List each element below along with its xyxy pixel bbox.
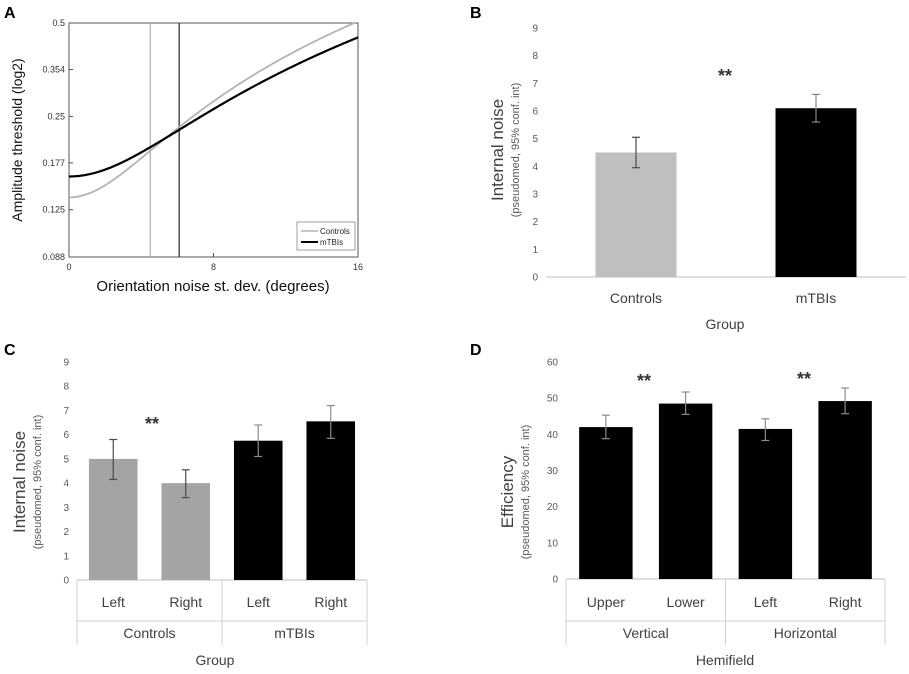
y-tick-label: 4 — [532, 162, 538, 173]
panel-d: D 0 10 20 30 40 50 60 Upper Lower Left Right Vertic… — [470, 342, 886, 668]
panel-c-xlabel: Group — [196, 652, 235, 668]
y-tick-label: 4 — [63, 479, 69, 490]
y-tick-label: 0.354 — [42, 65, 65, 75]
bar — [818, 401, 872, 579]
panel-b-significance: ** — [718, 66, 732, 86]
panel-b: B 0 1 2 3 4 5 6 7 8 9 Controls mTBIs ** Group Inter… — [470, 5, 906, 332]
category-label: Right — [829, 594, 862, 610]
y-tick-label: 50 — [547, 394, 559, 405]
panel-b-ylabel: Internal noise — [488, 99, 507, 201]
y-tick-label: 6 — [63, 430, 69, 441]
panel-c-ylabel: Internal noise — [10, 431, 29, 533]
bar — [595, 152, 677, 277]
category-label: Lower — [667, 594, 705, 610]
y-tick-label: 7 — [532, 79, 538, 90]
bar — [306, 421, 356, 580]
panel-c-letter: C — [4, 342, 16, 359]
x-tick-label: 8 — [211, 262, 216, 272]
y-tick-label: 0.088 — [42, 252, 65, 262]
panel-a-curves — [69, 22, 359, 199]
category-label: Left — [102, 594, 125, 610]
panel-c-significance: ** — [145, 414, 159, 434]
mtbis-curve — [69, 36, 359, 178]
y-tick-label: 10 — [547, 538, 559, 549]
group-label: mTBIs — [274, 625, 314, 641]
panel-c: C 0 1 2 3 4 5 6 7 8 9 Left Right Left Right Controls mT… — [4, 342, 368, 668]
y-tick-label: 0 — [63, 576, 69, 587]
x-tick-label: 16 — [353, 262, 363, 272]
y-tick-label: 1 — [532, 245, 538, 256]
y-tick-label: 8 — [532, 51, 538, 62]
panel-b-chart: 0 1 2 3 4 5 6 7 8 9 Controls mTBIs — [532, 24, 906, 306]
y-tick-label: 2 — [63, 527, 69, 538]
legend-mtbis-label: mTBIs — [320, 238, 343, 247]
panel-a-x-ticks: 0 8 16 — [66, 253, 363, 272]
panel-d-ylabel: Efficiency — [498, 455, 517, 528]
panel-a-letter: A — [4, 5, 16, 22]
y-tick-label: 8 — [63, 382, 69, 393]
y-tick-label: 2 — [532, 217, 538, 228]
panel-a: A 0.088 0.125 0.177 0.25 0.354 0.5 0 8 16 Contr… — [4, 5, 363, 295]
panel-d-chart: 0 10 20 30 40 50 60 Upper Lower Left Right Vertical… — [547, 358, 886, 645]
category-label: Right — [314, 594, 347, 610]
category-label: Left — [247, 594, 270, 610]
bar — [579, 427, 633, 579]
panel-a-y-ticks: 0.088 0.125 0.177 0.25 0.354 0.5 — [42, 18, 73, 262]
panel-d-significance-horizontal: ** — [797, 369, 811, 389]
legend-box — [296, 221, 356, 251]
y-tick-label: 0 — [532, 273, 538, 284]
panel-a-plot-frame — [68, 22, 359, 258]
y-tick-label: 9 — [532, 24, 538, 35]
panel-c-ylabel-sub: (pseudomed, 95% conf. int) — [32, 415, 44, 550]
category-label: Left — [754, 594, 777, 610]
bar — [775, 108, 857, 277]
y-tick-label: 30 — [547, 466, 559, 477]
bar — [738, 428, 793, 579]
y-tick-label: 40 — [547, 430, 559, 441]
group-label: Controls — [123, 625, 175, 641]
y-tick-label: 7 — [63, 406, 69, 417]
group-label: Horizontal — [774, 625, 837, 641]
y-tick-label: 0.125 — [42, 205, 65, 215]
panel-a-xlabel: Orientation noise st. dev. (degrees) — [96, 278, 329, 295]
y-tick-label: 1 — [63, 551, 69, 562]
y-tick-label: 9 — [63, 358, 69, 369]
bar — [658, 403, 713, 579]
y-tick-label: 20 — [547, 502, 559, 513]
panel-d-letter: D — [470, 342, 482, 359]
category-label: mTBIs — [796, 290, 836, 306]
y-tick-label: 5 — [532, 134, 538, 145]
panel-b-letter: B — [470, 5, 482, 22]
panel-d-xlabel: Hemifield — [696, 652, 754, 668]
panel-d-significance-vertical: ** — [637, 371, 651, 391]
y-tick-label: 0.177 — [42, 158, 65, 168]
y-tick-label: 3 — [63, 503, 69, 514]
panel-d-ylabel-sub: (pseudomed, 95% conf. int) — [520, 425, 532, 560]
category-label: Upper — [587, 594, 625, 610]
y-tick-label: 6 — [532, 107, 538, 118]
panel-a-vlines — [149, 23, 180, 257]
panel-a-ylabel: Amplitude threshold (log2) — [9, 58, 25, 221]
y-tick-label: 0 — [552, 575, 558, 586]
legend-controls-label: Controls — [320, 227, 350, 236]
y-tick-label: 5 — [63, 454, 69, 465]
panel-a-legend: Controls mTBIs — [296, 221, 356, 251]
panel-b-xlabel: Group — [706, 316, 745, 332]
bar — [161, 483, 211, 580]
y-tick-label: 0.5 — [52, 18, 65, 28]
y-tick-label: 60 — [547, 358, 559, 369]
y-tick-label: 3 — [532, 190, 538, 201]
category-label: Right — [169, 594, 202, 610]
bar — [233, 440, 283, 580]
group-label: Vertical — [623, 625, 669, 641]
x-tick-label: 0 — [66, 262, 71, 272]
panel-c-chart: 0 1 2 3 4 5 6 7 8 9 Left Right Left Right Controls mTBI… — [63, 358, 368, 645]
y-tick-label: 0.25 — [47, 111, 65, 121]
panel-b-ylabel-sub: (pseudomed, 95% conf. int) — [510, 83, 522, 218]
category-label: Controls — [610, 290, 662, 306]
controls-curve — [69, 22, 356, 199]
